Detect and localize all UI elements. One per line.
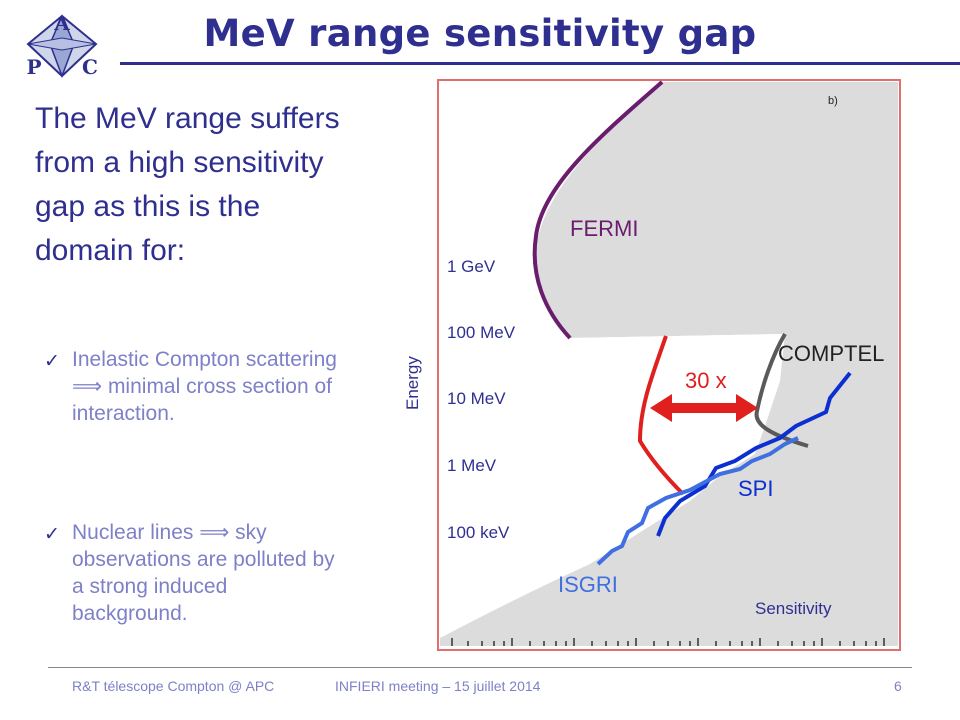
check-icon: ✓ <box>44 351 60 372</box>
comptel-label: COMPTEL <box>778 341 884 366</box>
sensitivity-diagram: b) FERMI COMPTEL 30 x SPI ISGRI Sensitiv… <box>403 79 901 651</box>
logo-letter-c: C <box>82 55 98 79</box>
check-icon: ✓ <box>44 524 60 545</box>
apc-logo: A P C <box>26 11 98 79</box>
gap-double-arrow <box>650 394 758 422</box>
sensitivity-gap-region <box>570 334 785 496</box>
fermi-region <box>440 82 898 646</box>
energy-tick-1mev: 1 MeV <box>447 456 497 475</box>
spi-label: SPI <box>738 476 773 501</box>
title-underline <box>120 62 960 65</box>
footer-left: R&T télescope Compton @ APC <box>72 678 275 694</box>
footer-rule <box>48 667 912 668</box>
logo-letter-p: P <box>26 55 41 79</box>
page-number: 6 <box>894 678 902 694</box>
bullet-nuclear-lines: ✓ Nuclear lines ⟹ sky observations are p… <box>44 519 344 627</box>
intro-text: The MeV range suffers from a high sensit… <box>35 102 340 267</box>
x-axis-ticks <box>451 638 885 646</box>
logo-letter-a: A <box>53 11 70 35</box>
isgri-curve <box>596 436 799 566</box>
energy-tick-1gev: 1 GeV <box>447 257 496 276</box>
energy-axis-label: Energy <box>403 356 422 410</box>
bullet-compton: ✓ Inelastic Compton scattering ⟹ minimal… <box>44 346 344 427</box>
fermi-label: FERMI <box>570 216 638 241</box>
footer-center: INFIERI meeting – 15 juillet 2014 <box>335 678 541 694</box>
isgri-label: ISGRI <box>558 572 618 597</box>
energy-tick-100kev: 100 keV <box>447 523 510 542</box>
bullet-text: Inelastic Compton scattering ⟹ minimal c… <box>72 348 337 425</box>
spi-curve <box>656 371 852 537</box>
sensitivity-axis-label: Sensitivity <box>755 599 832 618</box>
gap-label: 30 x <box>685 368 727 393</box>
slide-title: MeV range sensitivity gap <box>203 12 757 55</box>
energy-tick-10mev: 10 MeV <box>447 389 506 408</box>
energy-tick-100mev: 100 MeV <box>447 323 516 342</box>
fermi-curve <box>532 80 664 340</box>
panel-label: b) <box>828 95 838 107</box>
gap-sensitivity-curve <box>637 335 685 496</box>
bullet-text: Nuclear lines ⟹ sky observations are pol… <box>72 521 335 625</box>
